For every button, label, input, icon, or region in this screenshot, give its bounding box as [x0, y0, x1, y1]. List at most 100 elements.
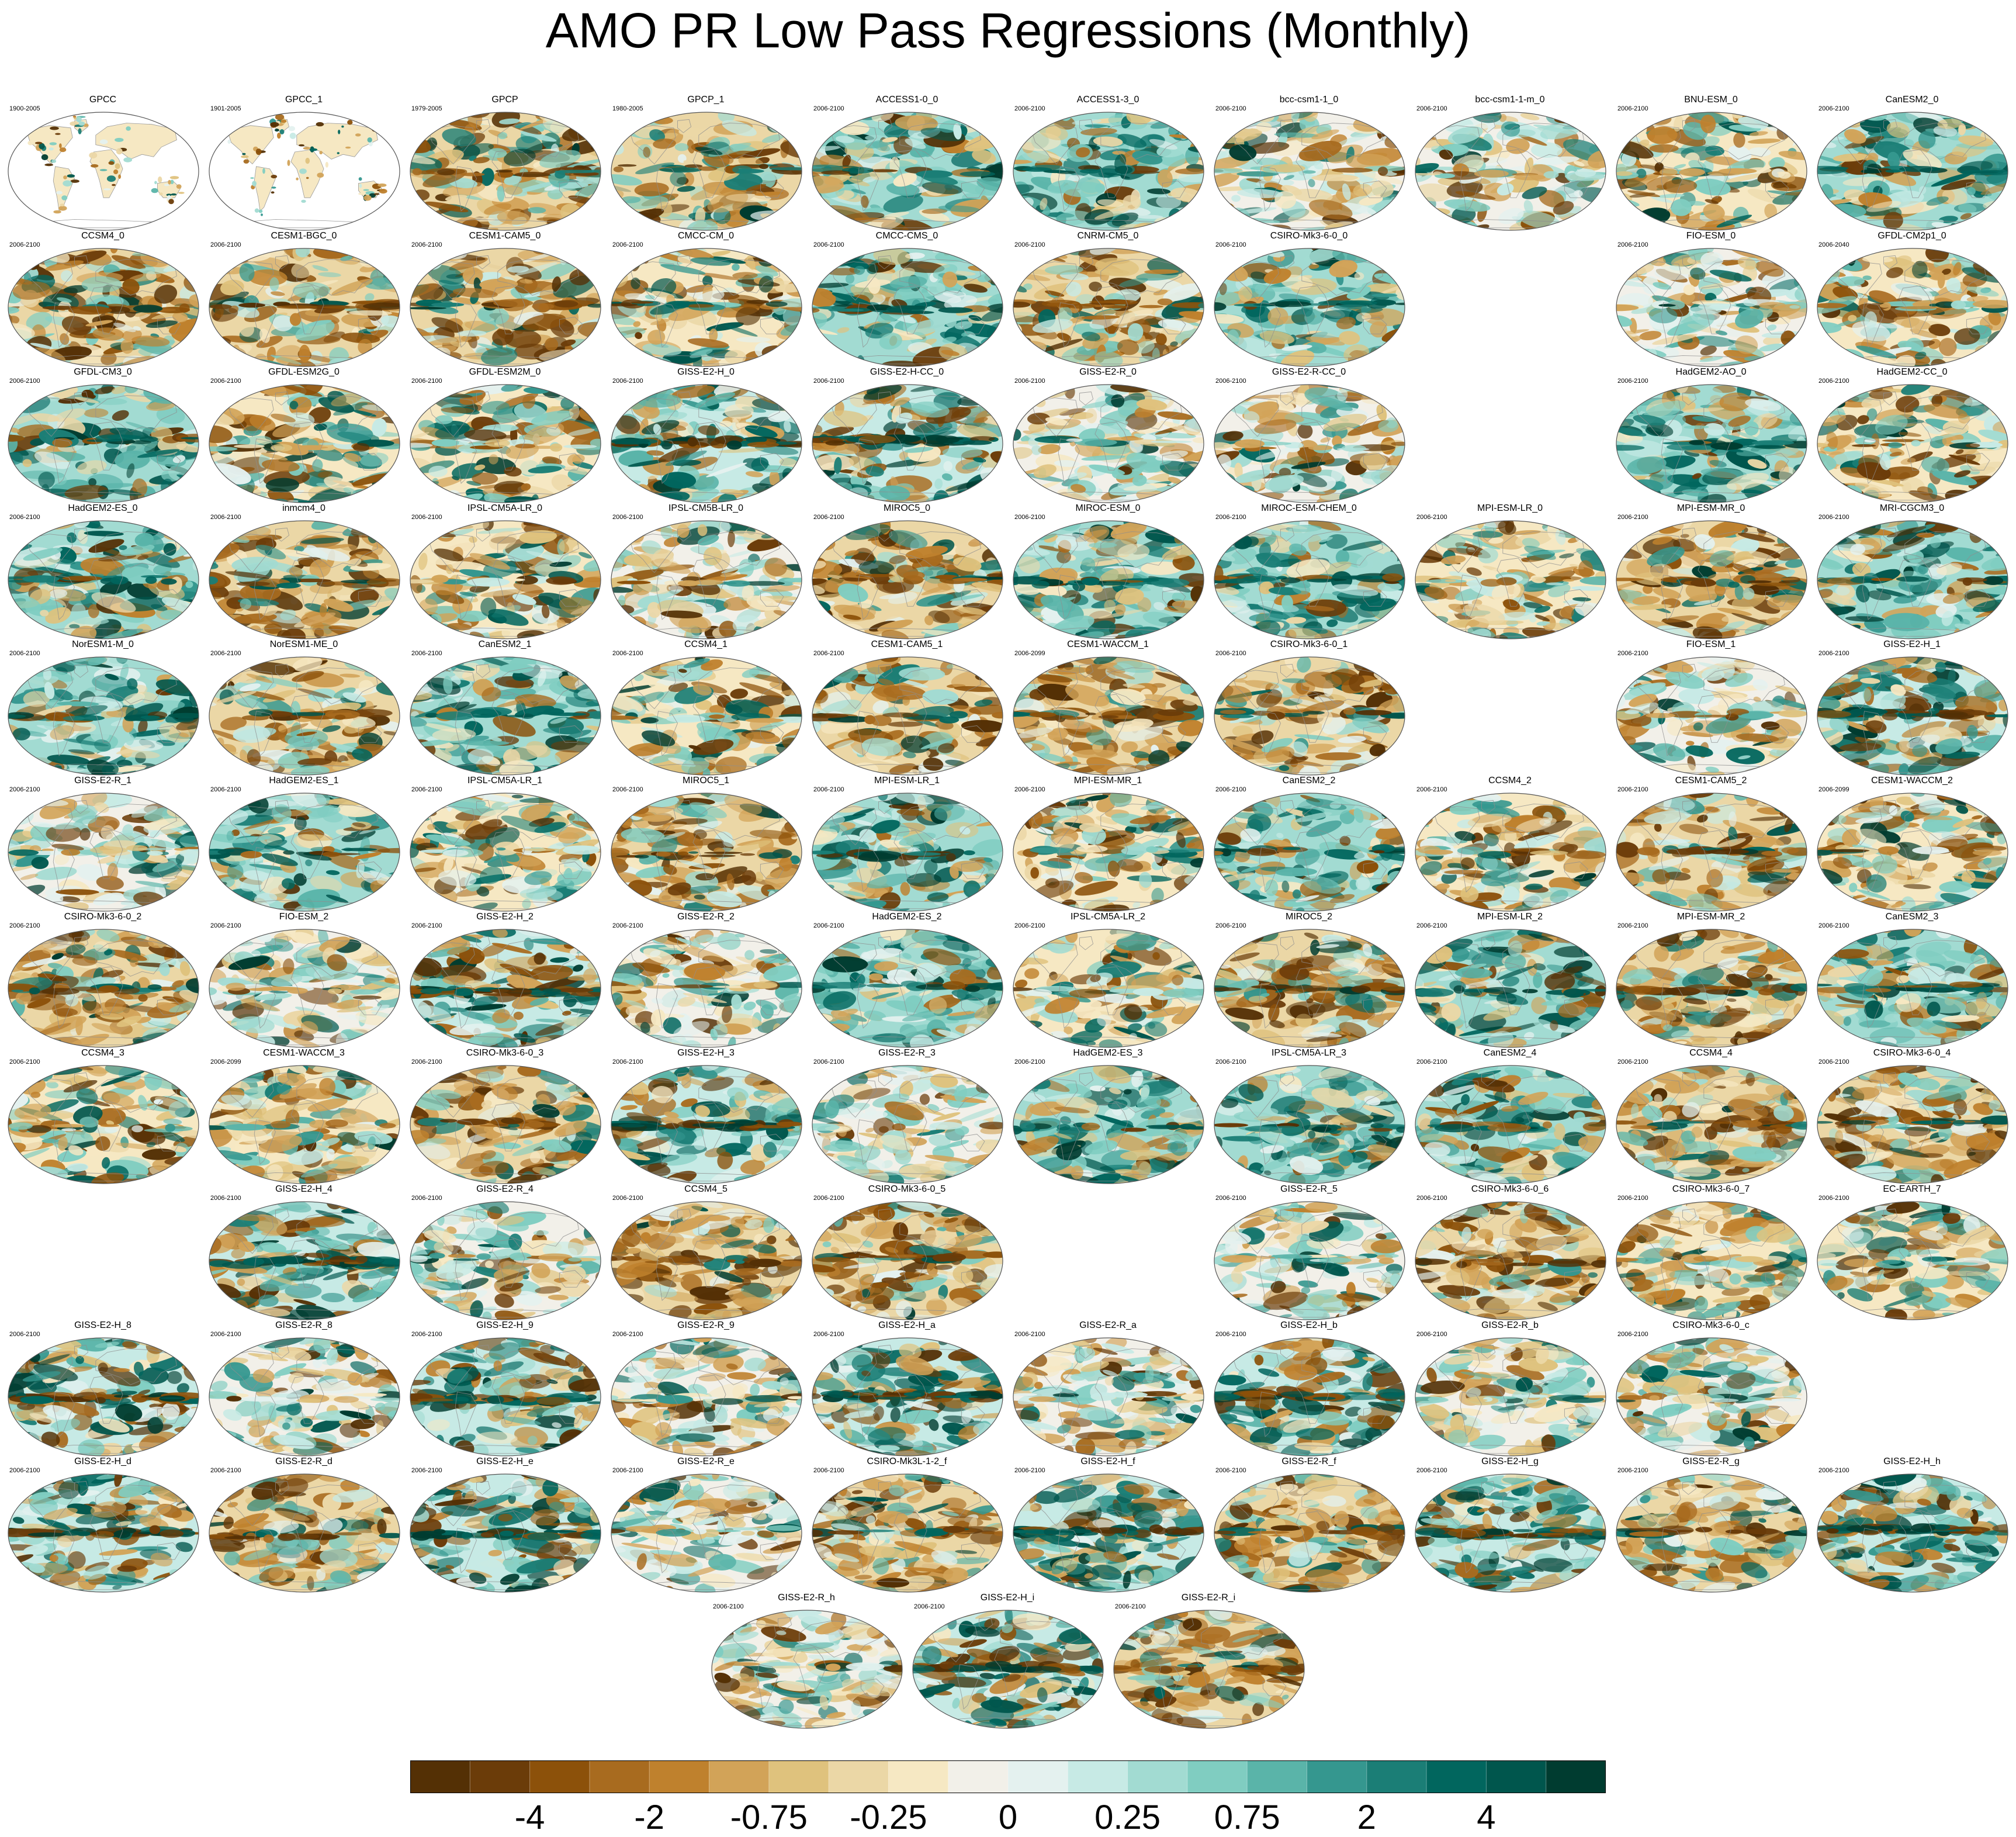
world-map [1415, 112, 1606, 231]
world-map [812, 1337, 1003, 1457]
colorbar-tick-label: -2 [634, 1798, 664, 1836]
panel-period: 2006-2100 [1617, 241, 1648, 248]
world-map [209, 1473, 400, 1593]
map-panel: GPCP_1 1980-2005 [607, 95, 805, 235]
panel-period: 2006-2100 [813, 105, 844, 112]
world-map [209, 248, 400, 367]
panel-title: bcc-csm1-1_0 [1279, 95, 1339, 105]
map-panel: GISS-E2-R-CC_0 2006-2100 [1210, 367, 1408, 507]
panel-title: GISS-E2-H_e [476, 1457, 534, 1466]
panel-title: CSIRO-Mk3-6-0_5 [868, 1184, 946, 1194]
panel-title: CanESM2_0 [1885, 95, 1939, 105]
map-panel: GPCC_1 1901-2005 [205, 95, 403, 235]
map-panel: GISS-E2-H_9 2006-2100 [406, 1320, 604, 1461]
panel-title: CSIRO-Mk3-6-0_7 [1672, 1184, 1750, 1194]
panel-title: IPSL-CM5A-LR_3 [1271, 1048, 1347, 1058]
panel-period: 2006-2100 [1617, 786, 1648, 793]
map-panel: CanESM2_2 2006-2100 [1210, 776, 1408, 916]
panel-period: 2006-2100 [914, 1603, 945, 1610]
panel-period: 2006-2100 [612, 650, 643, 657]
panel-title: MPI-ESM-MR_1 [1073, 776, 1142, 786]
panel-title: GISS-E2-R_a [1079, 1320, 1137, 1330]
map-panel: GISS-E2-H_b 2006-2100 [1210, 1320, 1408, 1461]
world-map [611, 1201, 802, 1320]
map-panel: MPI-ESM-MR_1 2006-2100 [1009, 776, 1207, 916]
panel-period: 2006-2100 [1416, 1331, 1447, 1338]
panel-period: 2006-2099 [1818, 786, 1849, 793]
panel-period: 2006-2100 [1014, 1331, 1045, 1338]
panel-period: 2006-2100 [813, 922, 844, 929]
panel-title: CMCC-CM_0 [678, 231, 734, 241]
panel-title: HadGEM2-AO_0 [1675, 367, 1747, 377]
world-map [1214, 112, 1405, 231]
panel-title: CSIRO-Mk3-6-0_2 [64, 912, 142, 922]
panel-period: 2006-2100 [1014, 1467, 1045, 1474]
world-map [1616, 1065, 1807, 1184]
panel-period: 2006-2100 [1416, 1195, 1447, 1202]
map-panel: MPI-ESM-LR_1 2006-2100 [808, 776, 1006, 916]
panel-period: 2006-2100 [210, 1331, 241, 1338]
world-map [1013, 1065, 1204, 1184]
world-map [812, 1065, 1003, 1184]
panel-period: 2006-2100 [210, 514, 241, 521]
map-panel: HadGEM2-ES_1 2006-2100 [205, 776, 403, 916]
map-panel: HadGEM2-ES_2 2006-2100 [808, 912, 1006, 1052]
colorbar-tick-label: -4 [514, 1798, 545, 1836]
panel-title: GISS-E2-H_b [1280, 1320, 1338, 1330]
world-map [1214, 1201, 1405, 1320]
world-map [1817, 929, 2008, 1048]
world-map [1616, 793, 1807, 912]
panel-title: HadGEM2-ES_2 [872, 912, 942, 922]
panel-title: GISS-E2-H_0 [677, 367, 735, 377]
panel-title: FIO-ESM_2 [279, 912, 329, 922]
panel-period: 2006-2100 [813, 1195, 844, 1202]
world-map [1616, 248, 1807, 367]
panel-title: HadGEM2-ES_0 [68, 503, 138, 513]
map-panel: CMCC-CMS_0 2006-2100 [808, 231, 1006, 371]
world-map [8, 112, 199, 231]
panel-title: ACCESS1-3_0 [1076, 95, 1139, 105]
panel-title: GISS-E2-R-CC_0 [1272, 367, 1346, 377]
panel-title: CSIRO-Mk3-6-0_1 [1270, 639, 1348, 649]
world-map [410, 520, 601, 639]
panel-period: 2006-2100 [1215, 786, 1246, 793]
panel-title: MRI-CGCM3_0 [1879, 503, 1945, 513]
panel-title: BNU-ESM_0 [1684, 95, 1738, 105]
panel-period: 2006-2100 [9, 1467, 40, 1474]
colorbar-segment [1307, 1760, 1367, 1793]
panel-title: CESM1-WACCM_3 [263, 1048, 345, 1058]
panel-period: 2006-2100 [612, 922, 643, 929]
world-map [209, 656, 400, 776]
panel-title: inmcm4_0 [282, 503, 325, 513]
panel-title: MPI-ESM-LR_2 [1477, 912, 1543, 922]
colorbar-tick-label: 4 [1477, 1798, 1496, 1836]
panel-period: 2006-2100 [1818, 650, 1849, 657]
panel-title: HadGEM2-ES_3 [1073, 1048, 1143, 1058]
panel-title: GISS-E2-H-CC_0 [870, 367, 944, 377]
map-panel: GISS-E2-H_8 2006-2100 [4, 1320, 202, 1461]
panel-period: 2006-2100 [210, 378, 241, 385]
world-map [8, 793, 199, 912]
map-panel: CanESM2_3 2006-2100 [1813, 912, 2011, 1052]
map-panel: GPCC 1900-2005 [4, 95, 202, 235]
map-panel: GISS-E2-R_3 2006-2100 [808, 1048, 1006, 1188]
panel-title: GISS-E2-H_a [878, 1320, 936, 1330]
figure-title: AMO PR Low Pass Regressions (Monthly) [545, 3, 1471, 58]
panel-period: 2006-2100 [9, 1058, 40, 1065]
world-map [1013, 248, 1204, 367]
world-map [410, 248, 601, 367]
map-panel: MIROC-ESM-CHEM_0 2006-2100 [1210, 503, 1408, 644]
panel-period: 2006-2100 [1014, 786, 1045, 793]
panel-title: CanESM2_4 [1483, 1048, 1537, 1058]
panel-title: CESM1-CAM5_0 [469, 231, 541, 241]
panel-title: MPI-ESM-LR_1 [874, 776, 940, 786]
map-panel: GISS-E2-H_g 2006-2100 [1411, 1457, 1609, 1597]
map-panel: GISS-E2-H_e 2006-2100 [406, 1457, 604, 1597]
map-panel: MIROC5_2 2006-2100 [1210, 912, 1408, 1052]
panel-period: 2006-2100 [1215, 378, 1246, 385]
panel-title: GISS-E2-R_0 [1079, 367, 1137, 377]
panel-period: 2006-2100 [612, 1058, 643, 1065]
map-panel: CMCC-CM_0 2006-2100 [607, 231, 805, 371]
panel-title: FIO-ESM_0 [1686, 231, 1736, 241]
world-map [1013, 793, 1204, 912]
